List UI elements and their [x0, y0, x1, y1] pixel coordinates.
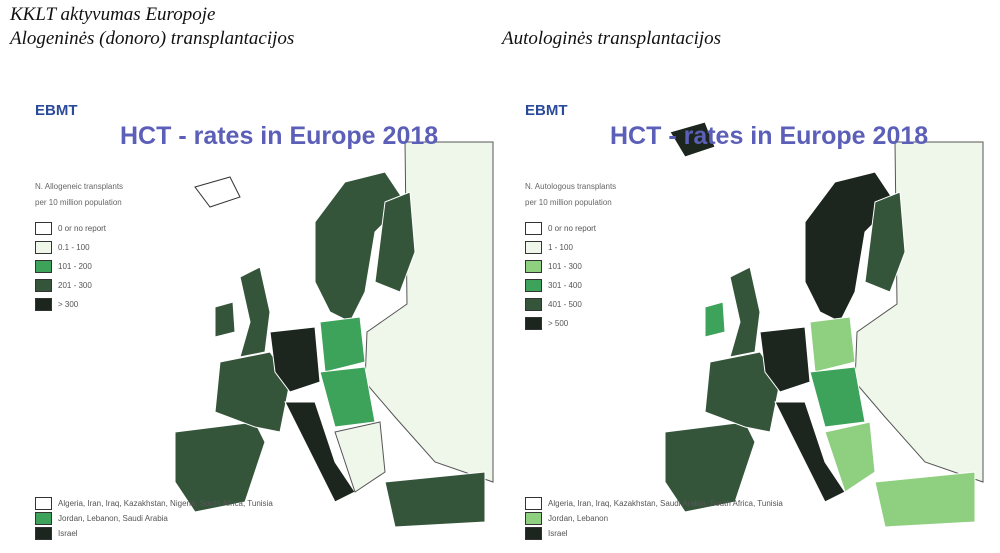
legend-label: 0.1 - 100 — [58, 243, 90, 252]
legend-title: per 10 million population — [525, 198, 612, 207]
page-title: KKLT aktyvumas Europoje — [10, 4, 216, 25]
logo: EBMT — [525, 102, 568, 119]
legend-label: Algeria, Iran, Iraq, Kazakhstan, Nigeria… — [58, 499, 273, 508]
legend-item: Israel — [525, 527, 568, 540]
panel-heading: Alogeninės (donoro) transplantacijos — [10, 28, 295, 49]
legend-label: > 500 — [548, 319, 569, 328]
legend-title: N. Autologous transplants — [525, 182, 617, 191]
legend-item: Algeria, Iran, Iraq, Kazakhstan, Saudi A… — [525, 497, 783, 510]
legend-label: Jordan, Lebanon — [548, 514, 609, 523]
legend-swatch — [35, 241, 52, 254]
legend-label: > 300 — [58, 300, 79, 309]
legend-item: > 500 — [525, 317, 568, 330]
map — [174, 141, 494, 528]
legend-swatch — [525, 222, 542, 235]
legend-label: 101 - 300 — [548, 262, 582, 271]
legend-swatch — [35, 279, 52, 292]
legend-label: Israel — [548, 529, 568, 538]
legend-swatch — [35, 260, 52, 273]
legend-label: Algeria, Iran, Iraq, Kazakhstan, Saudi A… — [548, 499, 783, 508]
legend-item: Algeria, Iran, Iraq, Kazakhstan, Nigeria… — [35, 497, 273, 510]
legend-swatch — [525, 512, 542, 525]
legend-item: 1 - 100 — [525, 241, 573, 254]
legend-swatch — [525, 241, 542, 254]
legend-swatch — [525, 260, 542, 273]
legend-item: 301 - 400 — [525, 279, 582, 292]
legend-item: 0.1 - 100 — [35, 241, 90, 254]
panel-heading: Autologinės transplantacijos — [502, 28, 722, 49]
legend-item: Jordan, Lebanon — [525, 512, 608, 525]
legend-swatch — [525, 497, 542, 510]
legend-label: 301 - 400 — [548, 281, 582, 290]
legend-swatch — [35, 298, 52, 311]
legend-swatch — [525, 317, 542, 330]
legend-swatch — [35, 512, 52, 525]
legend-item: 0 or no report — [525, 222, 596, 235]
legend-item: 0 or no report — [35, 222, 106, 235]
legend-swatch — [525, 527, 542, 540]
legend-title: N. Allogeneic transplants — [35, 182, 124, 191]
legend-swatch — [525, 298, 542, 311]
legend-item: 101 - 200 — [35, 260, 92, 273]
map-title: HCT - rates in Europe 2018 — [610, 122, 929, 150]
legend-label: 401 - 500 — [548, 300, 582, 309]
map-panel: EBMT HCT - rates in Europe 2018 N. Allog… — [15, 82, 495, 547]
legend-item: Israel — [35, 527, 78, 540]
map-title: HCT - rates in Europe 2018 — [120, 122, 439, 150]
legend-item: > 300 — [35, 298, 78, 311]
legend-label: 201 - 300 — [58, 281, 92, 290]
map-panel: EBMT HCT - rates in Europe 2018 N. Autol… — [505, 82, 985, 547]
legend-swatch — [35, 497, 52, 510]
legend-item: 401 - 500 — [525, 298, 582, 311]
legend-swatch — [35, 222, 52, 235]
legend-label: Jordan, Lebanon, Saudi Arabia — [58, 514, 168, 523]
legend-label: 101 - 200 — [58, 262, 92, 271]
legend-label: 0 or no report — [548, 224, 597, 233]
legend-swatch — [35, 527, 52, 540]
legend-item: 101 - 300 — [525, 260, 582, 273]
legend-label: 0 or no report — [58, 224, 107, 233]
legend-item: Jordan, Lebanon, Saudi Arabia — [35, 512, 168, 525]
map — [664, 121, 984, 528]
logo: EBMT — [35, 102, 78, 119]
legend-item: 201 - 300 — [35, 279, 92, 292]
legend-label: Israel — [58, 529, 78, 538]
legend-label: 1 - 100 — [548, 243, 573, 252]
legend-title: per 10 million population — [35, 198, 122, 207]
legend-swatch — [525, 279, 542, 292]
